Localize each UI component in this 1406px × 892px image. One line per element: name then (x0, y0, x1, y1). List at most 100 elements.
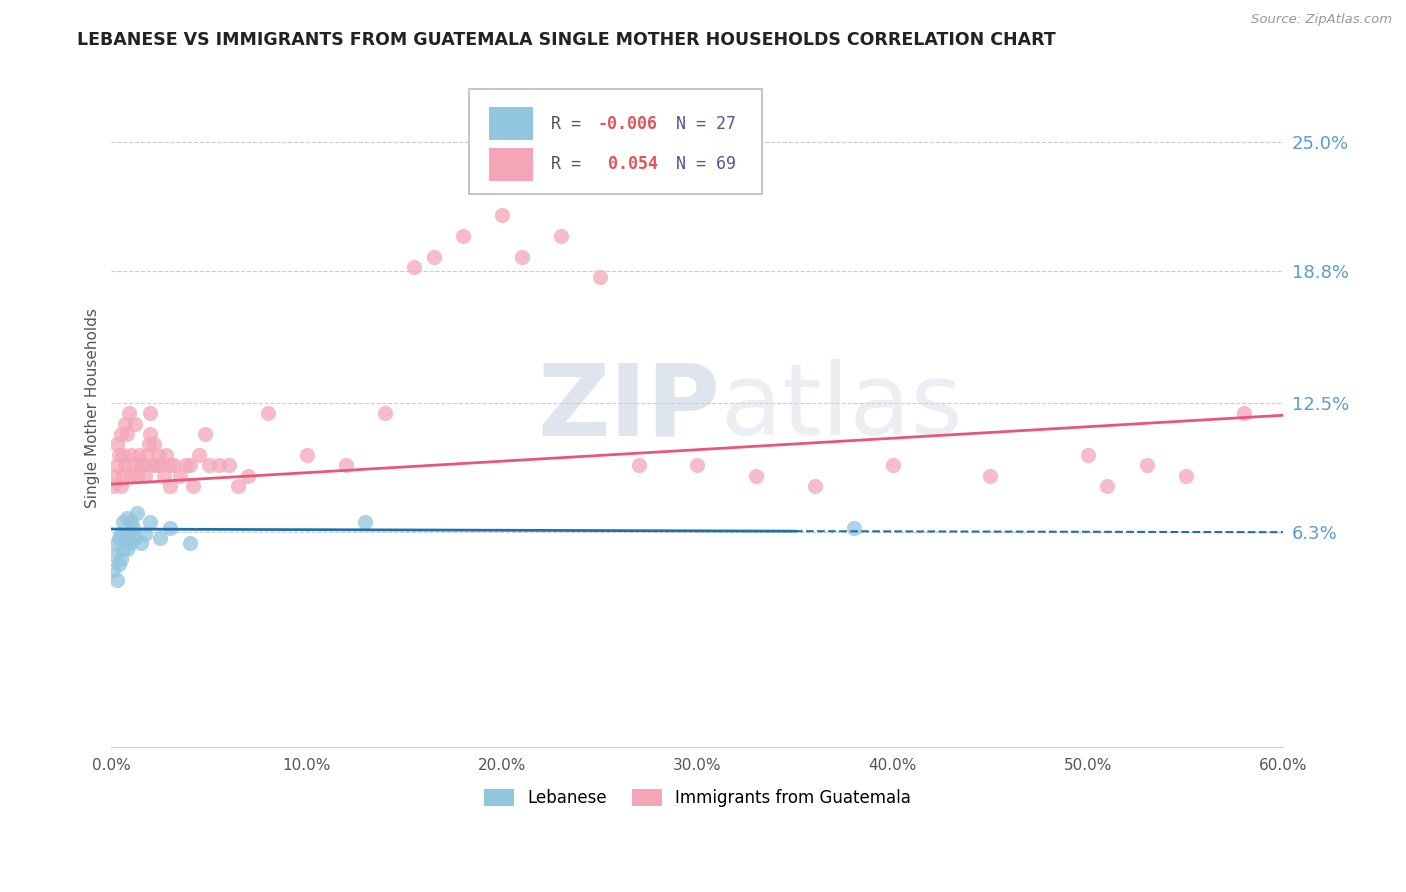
Point (134, 468, 156, 483)
Point (510, 250, 533, 264)
Point (159, 458, 181, 473)
Point (104, 468, 127, 483)
Text: R =: R = (551, 155, 591, 173)
Point (129, 458, 152, 473)
Point (491, 208, 513, 222)
Point (183, 479, 205, 493)
Point (686, 458, 709, 473)
Point (108, 557, 131, 571)
Point (105, 574, 128, 588)
Point (149, 458, 172, 473)
Point (108, 448, 131, 462)
Point (149, 532, 172, 546)
Point (422, 250, 444, 264)
Point (114, 417, 136, 431)
Point (118, 406, 141, 420)
Point (128, 448, 150, 462)
Point (110, 427, 132, 442)
Point (218, 458, 240, 473)
Point (125, 507, 148, 521)
Point (129, 535, 152, 549)
Point (179, 535, 201, 549)
Point (110, 552, 132, 566)
Point (198, 458, 221, 473)
Point (141, 458, 163, 473)
Point (627, 458, 650, 473)
Point (122, 521, 145, 535)
Point (979, 468, 1001, 483)
Text: Source: ZipAtlas.com: Source: ZipAtlas.com (1251, 13, 1392, 27)
Point (103, 479, 125, 493)
Point (120, 468, 142, 483)
Point (135, 448, 157, 462)
Point (155, 448, 177, 462)
Point (163, 458, 186, 473)
Text: atlas: atlas (721, 359, 962, 457)
Point (159, 479, 181, 493)
FancyBboxPatch shape (489, 148, 533, 180)
Point (236, 468, 259, 483)
Text: -0.006: -0.006 (598, 114, 658, 133)
Point (105, 458, 128, 473)
Point (1233, 406, 1256, 420)
Point (112, 448, 135, 462)
Point (112, 541, 135, 556)
Text: LEBANESE VS IMMIGRANTS FROM GUATEMALA SINGLE MOTHER HOUSEHOLDS CORRELATION CHART: LEBANESE VS IMMIGRANTS FROM GUATEMALA SI… (77, 31, 1056, 49)
Point (124, 532, 146, 546)
Point (112, 515, 135, 529)
Point (115, 427, 138, 442)
Point (174, 458, 197, 473)
Point (139, 515, 162, 529)
Point (138, 437, 160, 451)
Point (1174, 468, 1197, 483)
FancyBboxPatch shape (468, 89, 762, 194)
Point (745, 468, 768, 483)
Point (125, 468, 148, 483)
Point (120, 515, 142, 529)
Point (120, 535, 142, 549)
Point (550, 228, 572, 243)
Point (134, 527, 156, 541)
Point (112, 468, 135, 483)
Point (110, 527, 132, 541)
Point (110, 479, 132, 493)
Point (188, 448, 211, 462)
Point (256, 406, 278, 420)
Point (139, 406, 162, 420)
Point (104, 548, 127, 562)
Point (118, 527, 141, 541)
Point (120, 448, 142, 462)
Point (114, 532, 136, 546)
Text: N = 69: N = 69 (657, 155, 737, 173)
Text: ZIP: ZIP (538, 359, 721, 457)
Text: R =: R = (551, 114, 591, 133)
Point (882, 458, 904, 473)
Point (108, 532, 131, 546)
Point (131, 458, 153, 473)
Point (404, 260, 426, 274)
Point (115, 510, 138, 524)
Point (105, 437, 128, 451)
Point (153, 468, 176, 483)
Point (335, 458, 357, 473)
Point (374, 406, 396, 420)
Point (115, 541, 138, 556)
FancyBboxPatch shape (489, 107, 533, 140)
Point (124, 417, 146, 431)
Point (114, 458, 136, 473)
Point (228, 479, 250, 493)
Point (589, 270, 612, 285)
Point (179, 458, 201, 473)
Y-axis label: Single Mother Households: Single Mother Households (86, 308, 100, 508)
Point (139, 427, 162, 442)
Point (451, 228, 474, 243)
Point (148, 448, 170, 462)
Point (105, 535, 128, 549)
Point (842, 521, 865, 535)
Point (169, 468, 191, 483)
Legend: Lebanese, Immigrants from Guatemala: Lebanese, Immigrants from Guatemala (477, 782, 918, 814)
Point (803, 479, 825, 493)
Point (295, 448, 318, 462)
Text: N = 27: N = 27 (657, 114, 737, 133)
Point (1097, 479, 1119, 493)
